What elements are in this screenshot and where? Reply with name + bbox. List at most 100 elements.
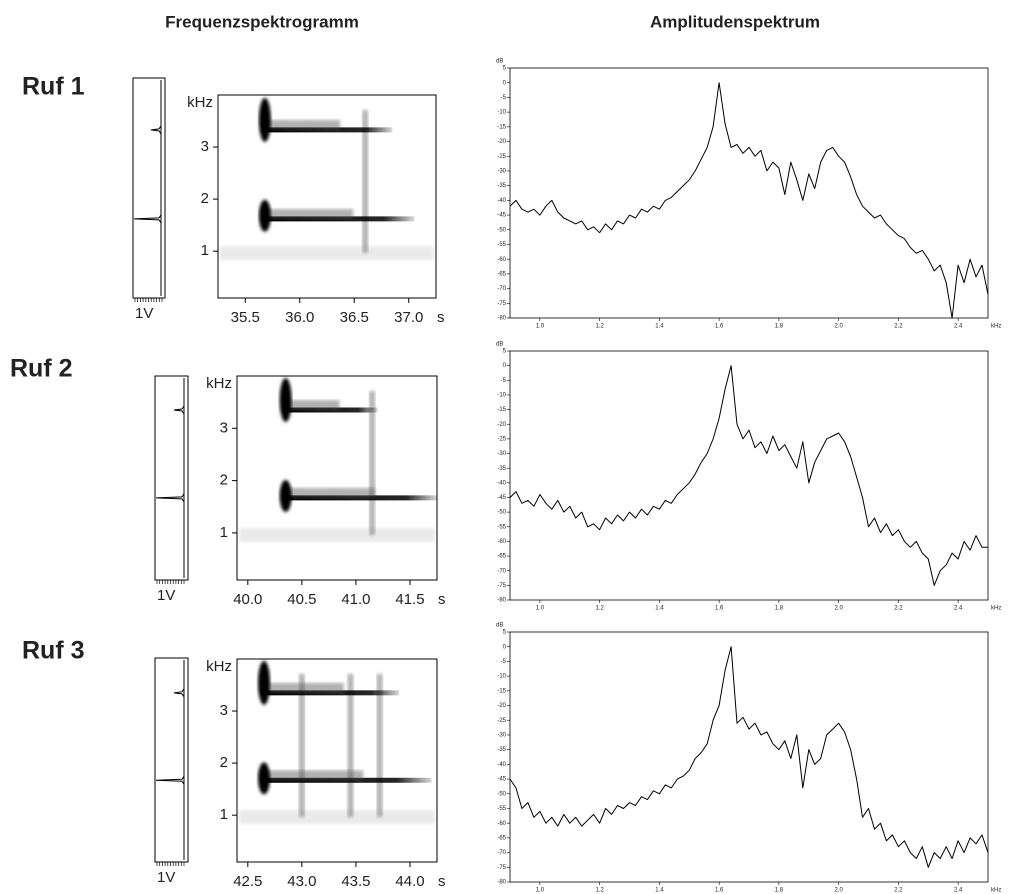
onset <box>258 762 271 795</box>
x-tick-label: 36.0 <box>285 309 314 326</box>
y-tick-label: -40 <box>497 480 506 486</box>
profile-line <box>133 80 162 296</box>
plot-frame <box>236 375 438 581</box>
noise-band <box>239 810 435 824</box>
x-tick-label: 41.5 <box>395 591 424 608</box>
pulse <box>369 391 376 535</box>
y-tick-label: -70 <box>497 286 506 292</box>
y-tick-label: 5 <box>503 349 507 355</box>
y-tick-label: 5 <box>503 630 507 636</box>
x-tick-label: 43.5 <box>341 873 370 890</box>
x-axis-label: s <box>437 309 445 326</box>
x-tick-label: 1.0 <box>536 606 545 612</box>
x-tick-label: 2.0 <box>834 888 843 894</box>
y-tick-label: -25 <box>497 154 506 160</box>
profile-label: 1V <box>157 587 175 604</box>
y-axis-label: kHz <box>206 375 232 392</box>
y-tick-label: 1 <box>201 242 209 259</box>
y-tick-label: 0 <box>503 644 507 650</box>
y-tick-label: -50 <box>497 791 506 797</box>
y-tick-label: 2 <box>220 754 228 771</box>
tone-haze <box>260 682 344 693</box>
y-tick-label: -40 <box>497 198 506 204</box>
tone-haze <box>282 487 376 498</box>
y-tick-label: -10 <box>497 393 506 399</box>
y-tick-label: -5 <box>501 378 507 384</box>
spectrogram-image <box>220 97 434 260</box>
x-tick-label: 2.2 <box>894 606 903 612</box>
y-tick-label: -35 <box>497 747 506 753</box>
x-axis-label: kHz <box>991 606 1001 612</box>
spectrum-line <box>509 646 989 868</box>
x-axis-label: kHz <box>991 888 1001 894</box>
y-tick-label: -75 <box>497 865 506 871</box>
y-tick-label: -30 <box>497 451 506 457</box>
x-tick-label: 1.6 <box>715 324 724 330</box>
row-label: Ruf 3 <box>22 637 85 665</box>
plot-frame <box>509 67 989 319</box>
y-tick-label: 3 <box>220 702 228 719</box>
x-tick-label: 43.0 <box>287 873 316 890</box>
y-tick-label: 3 <box>220 419 228 436</box>
y-tick-label: -80 <box>497 598 506 604</box>
y-axis-label: kHz <box>206 658 232 675</box>
tone-haze <box>282 400 340 410</box>
y-tick-label: 1 <box>220 806 228 823</box>
x-tick-label: 2.0 <box>834 324 843 330</box>
onset <box>279 378 292 422</box>
x-tick-label: 37.0 <box>394 309 423 326</box>
x-tick-label: 36.5 <box>340 309 369 326</box>
y-tick-label: -25 <box>497 436 506 442</box>
profile-label: 1V <box>135 305 153 322</box>
y-tick-label: -75 <box>497 583 506 589</box>
y-tick-label: -40 <box>497 762 506 768</box>
plot-frame <box>509 350 989 601</box>
profile-label: 1V <box>157 869 175 886</box>
x-tick-label: 40.0 <box>233 591 262 608</box>
x-tick-label: 1.2 <box>595 888 604 894</box>
y-tick-label: -60 <box>497 821 506 827</box>
y-tick-label: -30 <box>497 169 506 175</box>
row-label: Ruf 2 <box>10 355 73 383</box>
y-tick-label: -20 <box>497 703 506 709</box>
tone-haze <box>261 208 354 219</box>
y-tick-label: -50 <box>497 510 506 516</box>
onset <box>258 199 271 232</box>
pulse <box>347 674 354 817</box>
pulse <box>298 674 305 817</box>
y-tick-label: -35 <box>497 466 506 472</box>
y-tick-label: -65 <box>497 271 506 277</box>
y-axis-label: dB <box>496 59 503 65</box>
y-tick-label: -45 <box>497 777 506 783</box>
panel-frame <box>154 657 189 863</box>
x-tick-label: 1.8 <box>775 606 784 612</box>
x-tick-label: 1.4 <box>655 324 664 330</box>
tone-haze <box>260 770 364 781</box>
row-label: Ruf 1 <box>22 73 85 101</box>
spectrum-line <box>509 365 988 586</box>
profile-line <box>155 660 185 860</box>
y-tick-label: -45 <box>497 495 506 501</box>
pulse <box>362 110 369 253</box>
y-axis-label: kHz <box>187 94 213 111</box>
x-tick-label: 2.4 <box>954 888 963 894</box>
y-tick-label: 2 <box>201 190 209 207</box>
column-title: Amplitudenspektrum <box>650 12 820 31</box>
x-tick-label: 1.8 <box>775 324 784 330</box>
x-tick-label: 1.0 <box>536 888 545 894</box>
x-axis-label: s <box>438 873 446 890</box>
x-tick-label: 2.4 <box>954 606 963 612</box>
x-tick-label: 1.6 <box>715 888 724 894</box>
x-tick-label: 1.4 <box>655 888 664 894</box>
y-tick-label: -20 <box>497 139 506 145</box>
y-tick-label: -55 <box>497 806 506 812</box>
spectrum-line <box>509 82 989 319</box>
y-tick-label: -50 <box>497 227 506 233</box>
y-tick-label: 0 <box>503 80 507 86</box>
pulse <box>376 674 383 817</box>
x-tick-label: 2.2 <box>894 888 903 894</box>
x-tick-label: 42.5 <box>233 873 262 890</box>
y-tick-label: 0 <box>503 363 507 369</box>
